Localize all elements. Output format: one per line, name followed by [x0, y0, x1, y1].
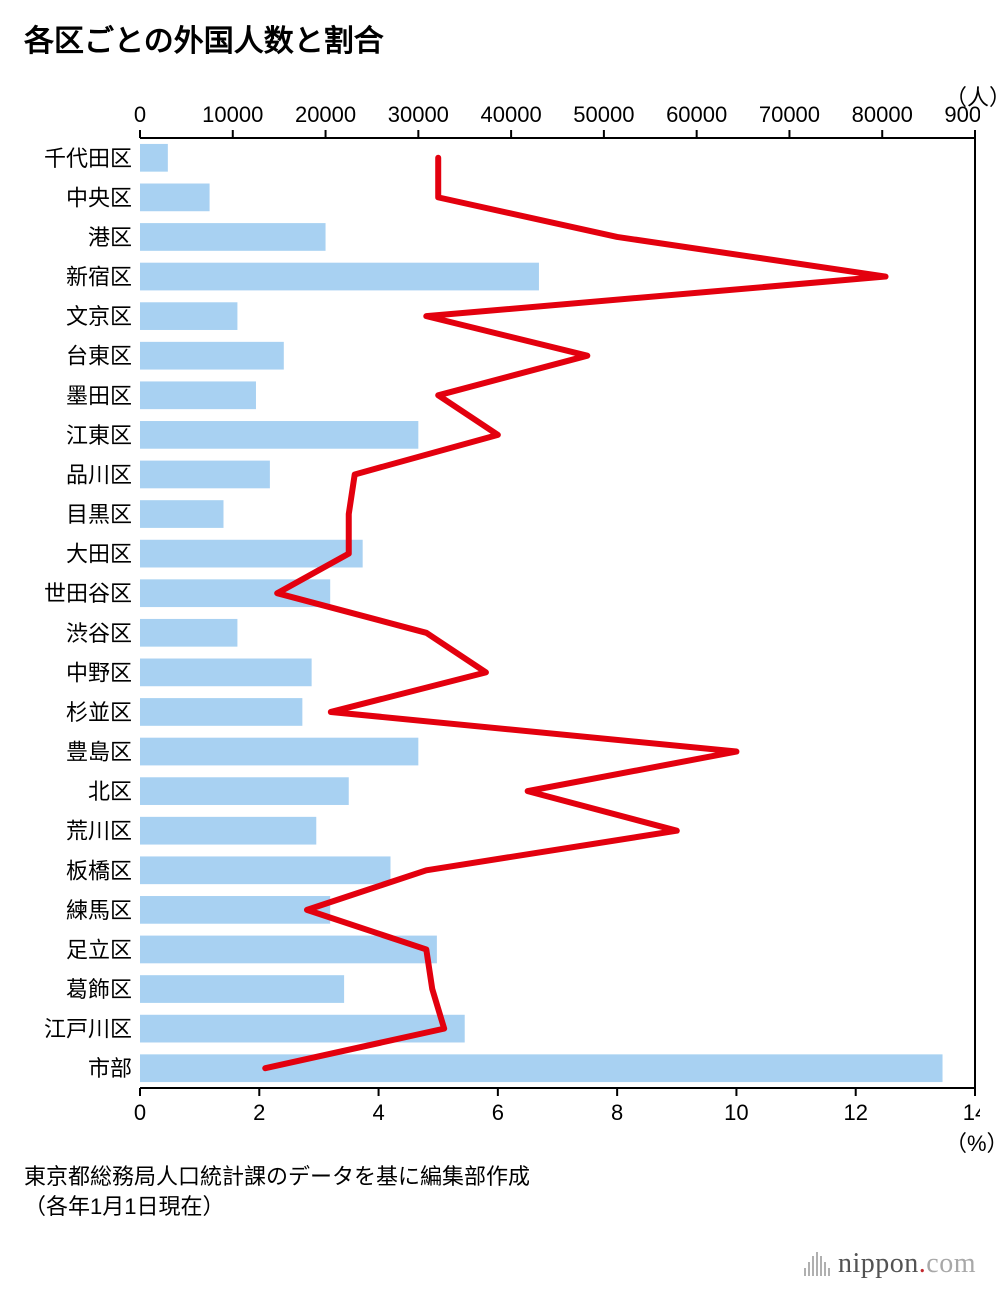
bar	[140, 342, 284, 370]
category-label: 足立区	[66, 937, 132, 962]
chart-container: （人） （%） 01000020000300004000050000600007…	[20, 68, 980, 1148]
category-label: 千代田区	[44, 146, 132, 171]
bar	[140, 461, 270, 489]
x-top-tick-label: 70000	[759, 102, 820, 127]
caption-line1: 東京都総務局人口統計課のデータを基に編集部作成	[24, 1162, 980, 1192]
x-top-tick-label: 10000	[202, 102, 263, 127]
page: 各区ごとの外国人数と割合 （人） （%） 0100002000030000400…	[0, 0, 1000, 1300]
category-label: 市部	[88, 1056, 132, 1081]
bar	[140, 975, 344, 1003]
category-label: 中央区	[66, 185, 132, 210]
bar	[140, 659, 312, 687]
category-label: 世田谷区	[44, 581, 132, 606]
caption: 東京都総務局人口統計課のデータを基に編集部作成 （各年1月1日現在）	[24, 1162, 980, 1221]
x-bottom-tick-label: 12	[843, 1100, 867, 1125]
category-label: 葛飾区	[66, 977, 132, 1002]
logo-bars-icon	[804, 1252, 830, 1276]
bar	[140, 777, 349, 805]
footer-logo: nippon.com	[804, 1248, 976, 1280]
x-top-tick-label: 60000	[666, 102, 727, 127]
x-top-tick-label: 40000	[481, 102, 542, 127]
x-bottom-tick-label: 6	[492, 1100, 504, 1125]
bar	[140, 302, 237, 330]
bar	[140, 500, 224, 528]
category-label: 江東区	[66, 423, 132, 448]
x-bottom-tick-label: 0	[134, 1100, 146, 1125]
category-label: 北区	[88, 779, 132, 804]
x-bottom-tick-label: 4	[372, 1100, 384, 1125]
category-label: 文京区	[66, 304, 132, 329]
category-label: 杉並区	[66, 700, 132, 725]
bar	[140, 144, 168, 172]
logo-com: com	[926, 1248, 976, 1279]
percent-line	[265, 158, 885, 1068]
unit-bottom-label: （%）	[945, 1126, 1000, 1158]
unit-top-label: （人）	[945, 80, 1000, 112]
bar	[140, 896, 330, 924]
chart-title: 各区ごとの外国人数と割合	[24, 16, 980, 60]
bar	[140, 856, 391, 884]
category-label: 台東区	[66, 344, 132, 369]
bar	[140, 223, 326, 251]
category-label: 港区	[88, 225, 132, 250]
category-label: 豊島区	[66, 740, 132, 765]
bar	[140, 698, 302, 726]
category-label: 荒川区	[66, 819, 132, 844]
x-bottom-tick-label: 8	[611, 1100, 623, 1125]
bar	[140, 1054, 943, 1082]
category-label: 目黒区	[66, 502, 132, 527]
category-label: 墨田区	[66, 383, 132, 408]
category-label: 中野区	[66, 660, 132, 685]
logo-text: nippon.com	[838, 1248, 976, 1280]
category-label: 品川区	[66, 462, 132, 487]
x-top-tick-label: 20000	[295, 102, 356, 127]
category-label: 大田区	[66, 542, 132, 567]
x-bottom-tick-label: 10	[724, 1100, 748, 1125]
category-label: 板橋区	[66, 858, 132, 883]
x-top-tick-label: 0	[134, 102, 146, 127]
bar	[140, 817, 316, 845]
bar	[140, 579, 330, 607]
x-top-tick-label: 30000	[388, 102, 449, 127]
bar	[140, 184, 210, 212]
bar	[140, 1015, 465, 1043]
logo-main: nippon	[838, 1248, 919, 1279]
x-bottom-tick-label: 14	[963, 1100, 980, 1125]
x-top-tick-label: 80000	[852, 102, 913, 127]
chart-svg: 0 10000 20000 30000 40000 50000 60000 70000 8000…	[20, 68, 980, 1148]
bar	[140, 738, 418, 766]
x-top-tick-label: 50000	[573, 102, 634, 127]
category-label: 江戸川区	[44, 1017, 132, 1042]
bar	[140, 619, 237, 647]
bar	[140, 263, 539, 291]
category-label: 練馬区	[66, 898, 132, 923]
bar	[140, 381, 256, 409]
x-bottom-tick-label: 2	[253, 1100, 265, 1125]
category-label: 新宿区	[66, 265, 132, 290]
bar	[140, 421, 418, 449]
category-label: 渋谷区	[66, 621, 132, 646]
caption-line2: （各年1月1日現在）	[24, 1192, 980, 1222]
